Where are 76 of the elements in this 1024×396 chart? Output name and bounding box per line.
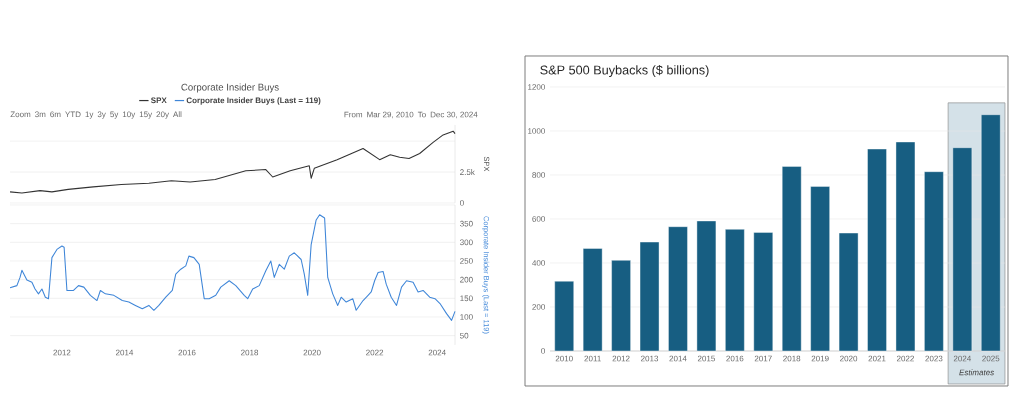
y-tick-label: 800 xyxy=(532,172,545,178)
bar xyxy=(554,281,574,352)
bar xyxy=(696,220,717,352)
legend-label: SPX xyxy=(151,97,167,104)
y-tick-label: 200 xyxy=(460,276,473,283)
x-tick-label: 2014 xyxy=(669,355,687,362)
text: 1y xyxy=(85,111,94,119)
y-tick-label: 0 xyxy=(541,348,545,354)
x-tick-label: 2023 xyxy=(925,355,943,362)
text: Mar 29, 2010 xyxy=(367,111,414,119)
y-tick-label: 400 xyxy=(532,260,545,266)
y-tick-label: 100 xyxy=(460,314,473,320)
y-tick-label: 150 xyxy=(460,295,473,302)
x-tick-label: 2018 xyxy=(241,349,259,356)
bar xyxy=(895,141,916,352)
y-tick-label: 2.5k xyxy=(460,169,475,175)
text: YTD xyxy=(65,111,81,118)
chart-title: S&P 500 Buybacks ($ billions) xyxy=(540,64,709,77)
y-tick-label: 250 xyxy=(460,258,473,264)
bar xyxy=(924,171,944,352)
y-tick-label: 600 xyxy=(532,216,545,222)
x-tick-label: 2024 xyxy=(953,355,972,362)
legend-label: Corporate Insider Buys (Last = 119) xyxy=(186,97,321,105)
bar xyxy=(782,166,802,352)
y-tick-label: 50 xyxy=(460,332,469,339)
x-tick-label: 2025 xyxy=(982,355,1000,362)
y-tick-label: 1000 xyxy=(528,128,545,134)
y-tick-label: 300 xyxy=(460,239,473,246)
line-series xyxy=(9,130,456,194)
x-tick-label: 2016 xyxy=(726,355,744,362)
x-tick-label: 2014 xyxy=(115,349,134,356)
x-tick-label: 2020 xyxy=(840,355,858,362)
y-tick-label: 350 xyxy=(460,220,473,227)
x-tick-label: 2010 xyxy=(555,355,573,362)
x-tick-label: 2011 xyxy=(584,355,601,362)
text: 20y xyxy=(156,111,169,119)
bar xyxy=(952,147,973,352)
x-tick-label: 2012 xyxy=(53,349,71,356)
y-tick-label: 1200 xyxy=(528,84,545,90)
bar xyxy=(753,232,773,352)
x-tick-label: 2016 xyxy=(178,349,196,356)
bar xyxy=(582,248,603,352)
text: 15y xyxy=(139,111,153,119)
text: 6m xyxy=(50,111,61,118)
text: Zoom xyxy=(10,111,31,118)
x-tick-label: 2019 xyxy=(811,355,829,362)
text: All xyxy=(173,111,182,118)
x-tick-label: 2013 xyxy=(641,355,659,362)
x-tick-label: 2017 xyxy=(754,355,772,362)
bar xyxy=(725,229,745,352)
x-tick-label: 2015 xyxy=(697,355,715,362)
x-tick-label: 2021 xyxy=(868,355,886,362)
bar xyxy=(639,241,660,352)
chart-title: Corporate Insider Buys xyxy=(181,83,279,93)
bar xyxy=(867,148,887,352)
bar xyxy=(611,260,631,352)
y-tick-label: 0 xyxy=(460,200,464,206)
text: 3y xyxy=(97,111,106,119)
text: To xyxy=(417,111,426,118)
text: Dec 30, 2024 xyxy=(430,111,478,119)
text: From xyxy=(344,111,363,118)
band-label: Estimates xyxy=(959,369,994,376)
x-tick-label: 2022 xyxy=(366,349,384,356)
bar xyxy=(810,186,830,352)
text: 10y xyxy=(122,111,136,119)
bar xyxy=(668,226,688,352)
x-tick-label: 2012 xyxy=(612,355,630,362)
text: 5y xyxy=(110,111,119,119)
line-series xyxy=(9,214,456,321)
x-tick-label: 2020 xyxy=(303,349,321,356)
text: 3m xyxy=(35,111,46,118)
bar xyxy=(838,232,859,352)
y-tick-label: 200 xyxy=(532,304,545,310)
x-tick-label: 2024 xyxy=(428,349,446,356)
x-tick-label: 2022 xyxy=(896,355,914,362)
x-tick-label: 2018 xyxy=(783,355,801,362)
